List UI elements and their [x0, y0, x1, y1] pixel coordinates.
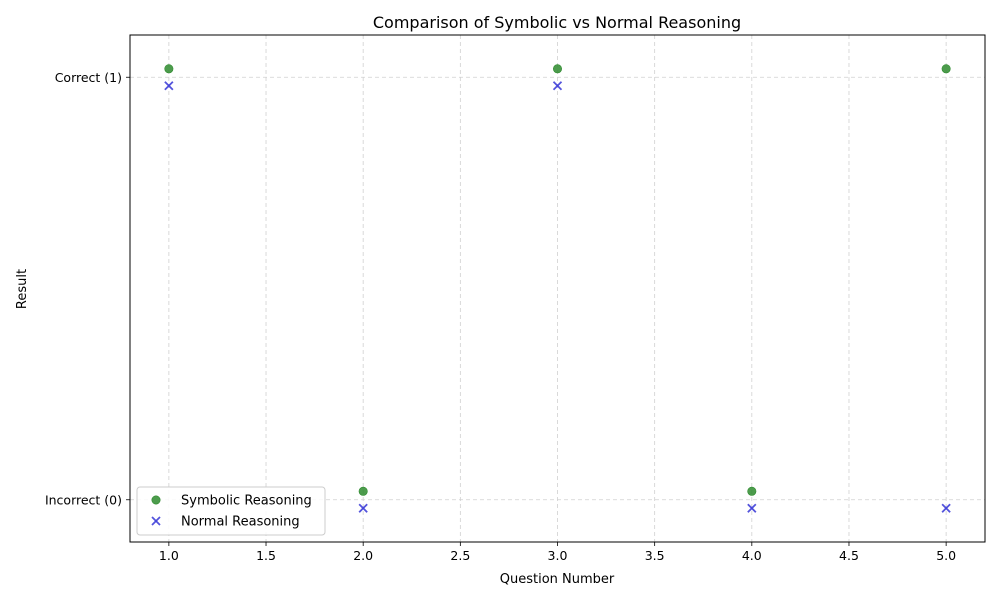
y-axis-label: Result	[15, 269, 30, 309]
data-point	[552, 64, 562, 74]
chart-title: Comparison of Symbolic vs Normal Reasoni…	[373, 13, 741, 32]
data-point	[747, 503, 757, 513]
x-tick-label: 3.0	[548, 548, 568, 563]
data-point	[747, 486, 757, 496]
data-point	[358, 486, 368, 496]
x-axis-label: Question Number	[500, 572, 615, 587]
x-tick-label: 1.0	[159, 548, 179, 563]
legend-marker	[151, 516, 161, 526]
y-axis-ticks: Incorrect (0) Correct (1)	[45, 70, 130, 507]
x-tick-label: 5.0	[936, 548, 956, 563]
legend: Symbolic Reasoning Normal Reasoning	[136, 486, 326, 536]
legend-box	[136, 486, 326, 536]
data-point	[941, 64, 951, 74]
legend-label: Normal Reasoning	[181, 515, 300, 530]
data-point	[941, 503, 951, 513]
x-tick-label: 4.0	[742, 548, 762, 563]
y-tick-label: Correct (1)	[55, 70, 122, 85]
data-point	[552, 81, 563, 91]
x-tick-label: 1.5	[256, 548, 276, 563]
x-tick-label: 4.5	[839, 548, 859, 563]
legend-marker	[151, 495, 161, 505]
data-points	[164, 64, 951, 513]
legend-label: Symbolic Reasoning	[181, 494, 312, 509]
data-point	[164, 81, 174, 91]
data-point	[164, 64, 174, 74]
data-point	[358, 503, 368, 513]
x-tick-label: 2.5	[450, 548, 470, 563]
grid-lines	[130, 35, 985, 542]
x-tick-label: 3.5	[645, 548, 665, 563]
x-axis-ticks: 1.0 1.5 2.0 2.5 3.0 3.5 4.0 4.5 5.0	[159, 542, 956, 563]
y-tick-label: Incorrect (0)	[45, 492, 122, 507]
x-tick-label: 2.0	[353, 548, 373, 563]
